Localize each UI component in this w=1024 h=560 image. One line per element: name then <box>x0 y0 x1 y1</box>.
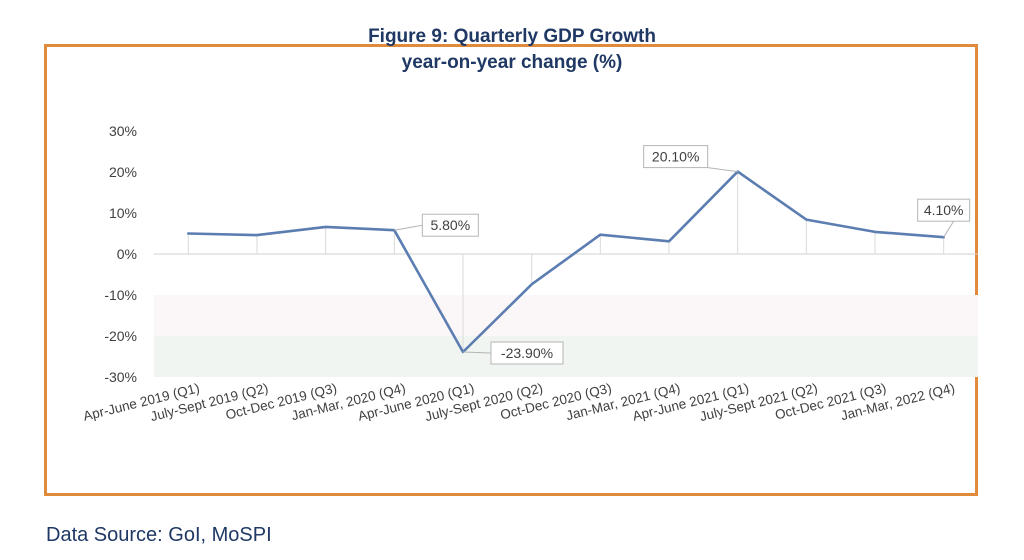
data-label: 4.10% <box>924 202 964 218</box>
data-label-leader <box>462 351 492 354</box>
y-tick-label: 0% <box>117 246 137 262</box>
y-tick-label: 10% <box>109 205 137 221</box>
data-label-box <box>917 198 971 222</box>
data-label-box <box>643 145 709 169</box>
data-label: 20.10% <box>652 149 699 165</box>
y-tick-label: 30% <box>109 123 137 139</box>
data-label-box <box>421 213 479 237</box>
chart-title-line1: Figure 9: Quarterly GDP Growth <box>368 26 656 47</box>
y-tick-label: 20% <box>109 164 137 180</box>
data-source: Data Source: GoI, MoSPI <box>46 524 272 546</box>
band-neg-10-20 <box>154 295 978 336</box>
chart-title: Figure 9: Quarterly GDP Growth year-on-y… <box>0 24 1024 76</box>
y-tick-label: -10% <box>104 287 137 303</box>
chart-frame <box>44 44 978 496</box>
data-label: 5.80% <box>430 217 470 233</box>
band-neg-20-30 <box>154 336 978 377</box>
data-label-box <box>490 341 564 365</box>
y-tick-label: -20% <box>104 328 137 344</box>
data-label-leader <box>394 224 423 231</box>
series-line <box>187 170 946 354</box>
data-label-leader <box>707 167 738 173</box>
chart-title-line2: year-on-year change (%) <box>401 52 623 73</box>
data-label-leader <box>943 220 955 238</box>
data-label: -23.90% <box>501 345 553 361</box>
y-tick-label: -30% <box>104 369 137 385</box>
